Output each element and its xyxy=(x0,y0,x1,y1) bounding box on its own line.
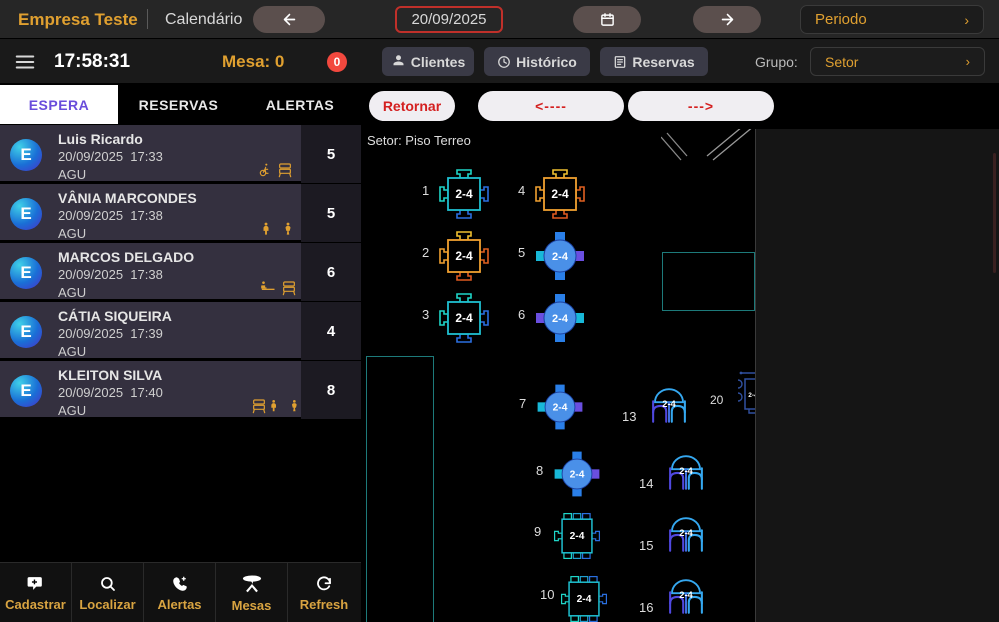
svg-text:2-4: 2-4 xyxy=(679,466,693,476)
svg-text:2-4: 2-4 xyxy=(551,187,569,201)
svg-text:2-4: 2-4 xyxy=(570,470,585,481)
svg-text:2-4: 2-4 xyxy=(570,531,585,542)
svg-text:2-4: 2-4 xyxy=(552,251,569,263)
svg-text:2-4: 2-4 xyxy=(679,528,693,538)
svg-text:2-4: 2-4 xyxy=(679,590,693,600)
svg-text:2-4: 2-4 xyxy=(553,403,568,414)
svg-text:2-4: 2-4 xyxy=(455,249,473,263)
svg-text:2-4: 2-4 xyxy=(577,594,592,605)
svg-text:2-4: 2-4 xyxy=(748,392,756,399)
svg-text:2-4: 2-4 xyxy=(552,313,569,325)
svg-text:2-4: 2-4 xyxy=(662,399,676,409)
svg-text:2-4: 2-4 xyxy=(455,311,473,325)
svg-text:2-4: 2-4 xyxy=(455,187,473,201)
